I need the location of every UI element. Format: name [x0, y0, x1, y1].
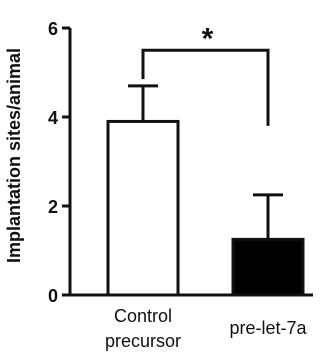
category-labels: Control precursor pre-let-7a: [105, 306, 308, 351]
significance-annotation: *: [141, 22, 270, 126]
bar: [106, 119, 180, 297]
y-tick-label: 0: [48, 286, 58, 306]
y-axis-label: Implantation sites/animal: [4, 48, 24, 263]
significance-bracket: [141, 48, 270, 126]
significance-marker: *: [202, 22, 214, 55]
y-tick-label: 4: [48, 108, 58, 128]
y-tick-label: 2: [48, 197, 58, 217]
category-label: Control: [114, 306, 172, 326]
category-label: precursor: [105, 331, 181, 351]
y-tick-label: 6: [48, 19, 58, 39]
bars: [106, 119, 305, 297]
category-label: pre-let-7a: [229, 318, 307, 338]
bar: [231, 237, 305, 297]
error-bars: [128, 84, 283, 240]
